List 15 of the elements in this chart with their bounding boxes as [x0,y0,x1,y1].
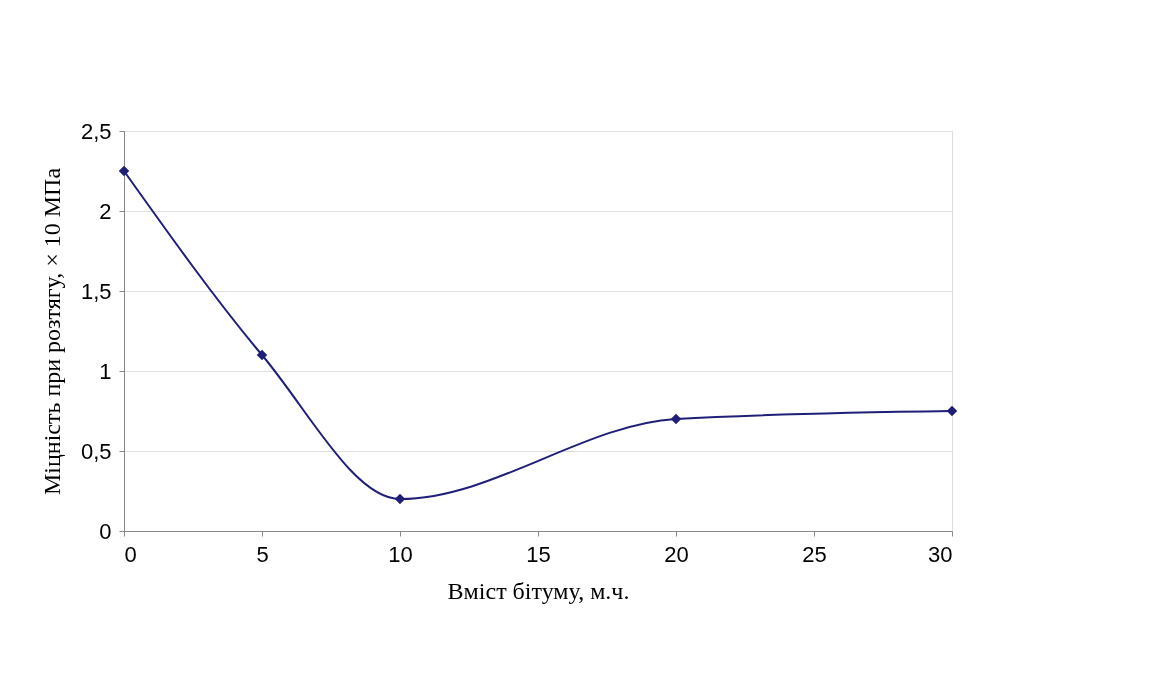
y-tick-label: 2 [99,198,112,224]
y-tick-label: 2,5 [80,118,112,144]
x-tick-label: 10 [388,541,413,567]
y-tick-label: 0 [99,518,112,544]
y-tick-label: 1,5 [80,278,112,304]
y-tick-label: 1 [99,358,112,384]
x-tick-label: 30 [928,541,953,567]
x-tick-label: 20 [664,541,689,567]
x-tick-label: 25 [802,541,827,567]
x-tick-label: 5 [256,541,269,567]
x-axis-title: Вміст бітуму, м.ч. [447,577,630,604]
y-axis-title: Міцність при розтягу, × 10 МПа [38,167,65,496]
y-tick-label: 0,5 [80,438,112,464]
x-tick-label: 15 [526,541,551,567]
x-tick-label: 0 [124,541,137,567]
